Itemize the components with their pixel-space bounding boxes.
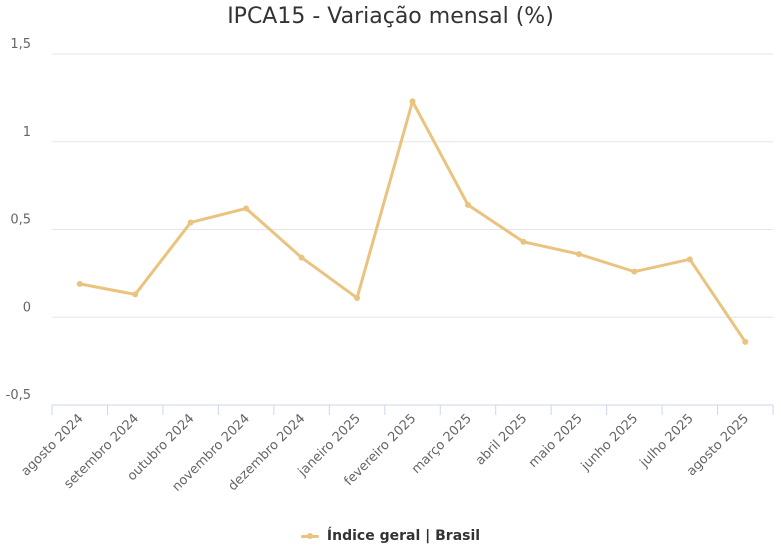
- x-tick-label: março 2025: [409, 411, 475, 477]
- data-point: [298, 254, 305, 261]
- data-point: [742, 338, 749, 345]
- data-point: [464, 201, 471, 208]
- data-point: [187, 219, 194, 226]
- data-point: [76, 280, 83, 287]
- x-tick-label: julho 2025: [637, 411, 697, 471]
- y-tick-label: 1,5: [10, 37, 31, 52]
- y-tick-label: 0,5: [10, 213, 31, 228]
- legend-line-icon: [300, 530, 319, 542]
- chart-title: IPCA15 - Variação mensal (%): [227, 4, 554, 29]
- x-tick-label: maio 2025: [526, 411, 586, 471]
- x-tick-label: junho 2025: [578, 411, 641, 474]
- data-point: [354, 294, 361, 301]
- data-point: [575, 251, 582, 258]
- data-point: [243, 205, 250, 212]
- x-tick-label: abril 2025: [473, 411, 530, 468]
- legend-label: Índice geral | Brasil: [326, 528, 481, 544]
- data-point: [631, 268, 638, 275]
- y-tick-label: 1: [23, 125, 31, 140]
- legend: Índice geral | Brasil: [0, 528, 781, 546]
- legend-item-series[interactable]: Índice geral | Brasil: [300, 528, 481, 544]
- data-point: [132, 291, 139, 298]
- data-point: [409, 98, 416, 105]
- y-tick-label: 0: [23, 300, 31, 315]
- y-tick-label: -0,5: [6, 388, 31, 403]
- data-point: [686, 256, 693, 263]
- series-line: [78, 99, 747, 344]
- data-point: [520, 238, 527, 245]
